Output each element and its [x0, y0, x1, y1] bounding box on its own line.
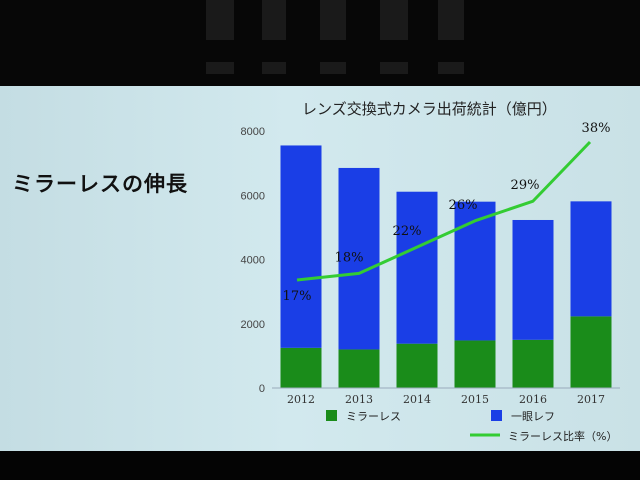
bar-dslr — [512, 219, 554, 340]
ratio-data-label: 22% — [393, 224, 422, 239]
x-tick-label: 2017 — [577, 393, 605, 406]
bar-group — [280, 145, 612, 388]
bar-mirrorless — [396, 343, 438, 388]
ratio-data-label: 29% — [511, 178, 540, 193]
x-tick-label: 2015 — [461, 393, 489, 406]
background-shape — [262, 0, 286, 40]
ratio-data-label: 18% — [335, 250, 364, 265]
background-bottom-band — [0, 451, 640, 480]
x-tick-label: 2012 — [287, 393, 315, 406]
ratio-data-label: 26% — [449, 198, 478, 213]
bar-dslr — [454, 201, 496, 341]
x-tick-label: 2013 — [345, 393, 373, 406]
bar-mirrorless — [570, 316, 612, 388]
background-shape — [206, 0, 234, 40]
background-shape — [380, 0, 408, 40]
chart-title: レンズ交換式カメラ出荷統計（億円） — [302, 100, 557, 118]
x-tick-label: 2014 — [403, 393, 431, 406]
background-shape — [320, 0, 346, 40]
legend-swatch-dslr — [491, 410, 502, 421]
bar-mirrorless — [338, 349, 380, 388]
bar-dslr — [570, 201, 612, 317]
slide-heading: ミラーレスの伸長 — [12, 171, 188, 196]
background-top-band — [0, 0, 640, 86]
bar-dslr — [280, 145, 322, 348]
y-tick-label: 6000 — [241, 190, 265, 202]
ratio-data-label: 38% — [582, 121, 611, 136]
background-shape — [380, 62, 408, 74]
x-axis: 2012 2013 2014 2015 2016 2017 — [272, 387, 620, 406]
ratio-line-group: 17% 18% 22% 26% 29% 38% — [283, 121, 611, 304]
background-shape — [206, 62, 234, 74]
ratio-line — [296, 140, 592, 282]
y-tick-label: 2000 — [241, 319, 265, 331]
background-shape — [320, 62, 346, 74]
background-shape — [438, 0, 464, 40]
background-shape — [262, 62, 286, 74]
background-shape — [438, 62, 464, 74]
y-tick-label: 8000 — [241, 126, 265, 138]
legend-swatch-mirrorless — [326, 410, 337, 421]
legend-label-ratio: ミラーレス比率（%） — [508, 429, 617, 443]
bar-mirrorless — [512, 339, 554, 388]
bar-mirrorless — [280, 347, 322, 388]
bar-dslr — [396, 191, 438, 344]
y-tick-label: 0 — [259, 383, 265, 395]
bar-mirrorless — [454, 340, 496, 388]
ratio-data-label: 17% — [283, 289, 312, 304]
y-axis: 0 2000 4000 6000 8000 — [241, 126, 265, 395]
y-tick-label: 4000 — [241, 255, 265, 267]
legend-label-dslr: 一眼レフ — [511, 410, 555, 423]
x-tick-label: 2016 — [519, 393, 547, 406]
bar-dslr — [338, 167, 380, 350]
legend-label-mirrorless: ミラーレス — [346, 410, 401, 423]
